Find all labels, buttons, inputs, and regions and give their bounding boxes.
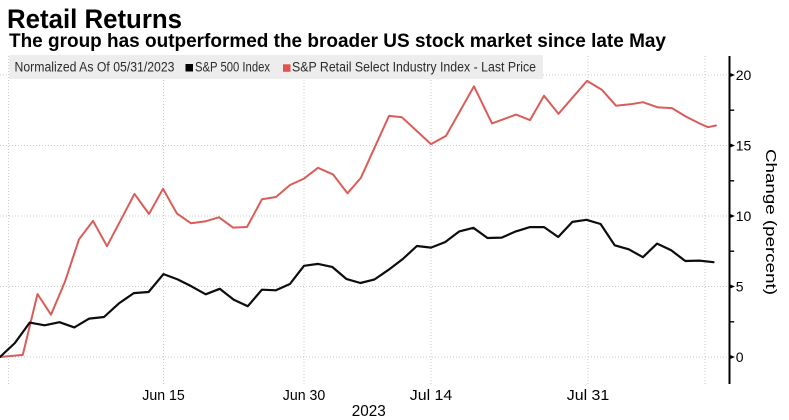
svg-text:10: 10	[736, 208, 752, 224]
svg-text:Change (percent): Change (percent)	[762, 149, 778, 295]
svg-text:Jul 14: Jul 14	[410, 388, 453, 404]
svg-text:Jun 15: Jun 15	[142, 388, 185, 404]
svg-text:Jul 31: Jul 31	[567, 388, 610, 404]
svg-text:15: 15	[736, 138, 752, 154]
svg-text:The group has outperformed the: The group has outperformed the broader U…	[9, 31, 666, 52]
svg-text:5: 5	[736, 279, 744, 295]
svg-text:S&P 500 Index: S&P 500 Index	[195, 60, 270, 75]
svg-text:20: 20	[736, 67, 752, 83]
svg-text:Retail Returns: Retail Returns	[7, 4, 182, 34]
svg-text:0: 0	[736, 349, 744, 365]
svg-text:2023: 2023	[352, 403, 386, 420]
svg-text:S&P Retail Select Industry Ind: S&P Retail Select Industry Index - Last …	[292, 60, 536, 75]
svg-text:Jun 30: Jun 30	[283, 388, 326, 404]
svg-text:Normalized As Of 05/31/2023: Normalized As Of 05/31/2023	[15, 60, 175, 75]
